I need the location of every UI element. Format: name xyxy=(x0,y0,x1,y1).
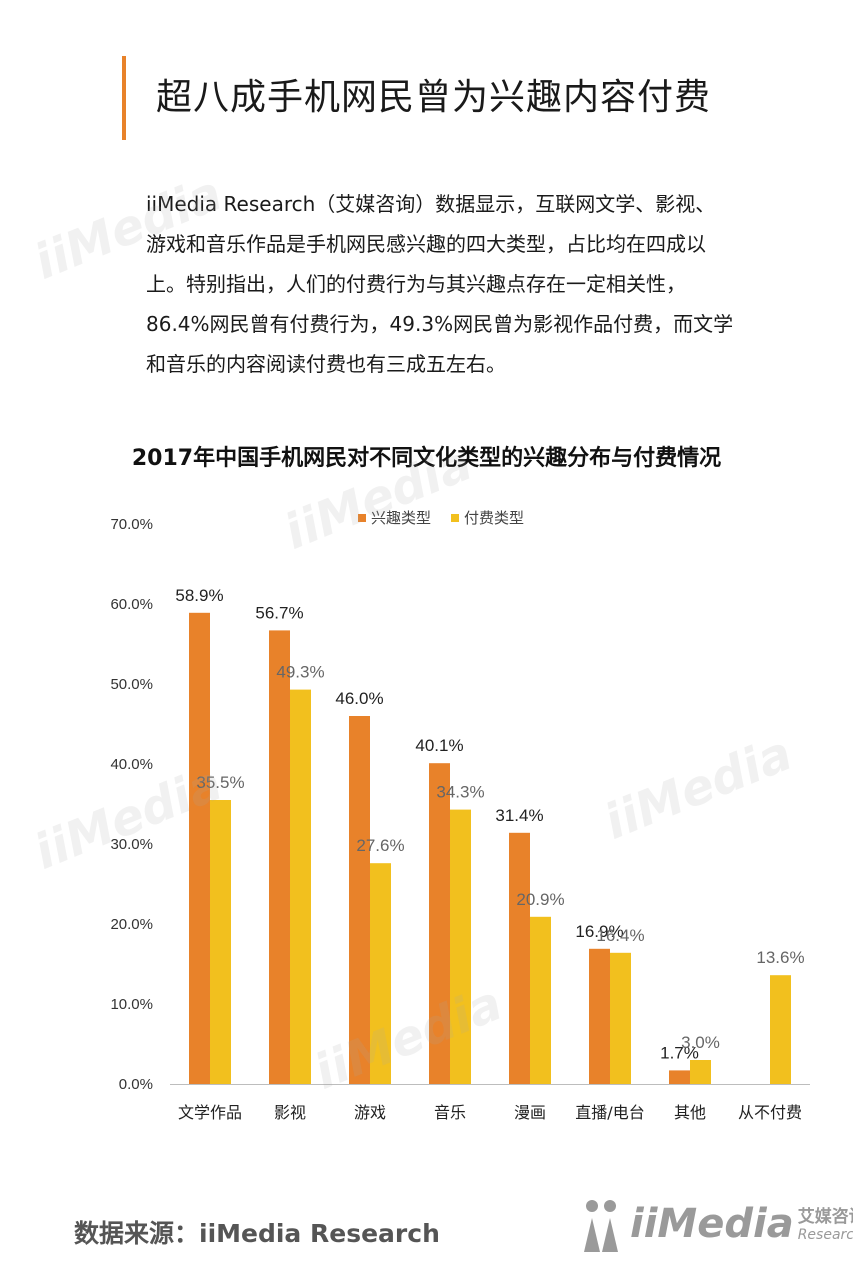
x-tick-label: 从不付费 xyxy=(738,1103,802,1122)
y-tick-label: 60.0% xyxy=(110,596,153,613)
bar-interest xyxy=(189,612,210,1084)
logo-word: iiMedia xyxy=(630,1201,794,1247)
data-label: 49.3% xyxy=(276,663,324,682)
bar-paid xyxy=(210,800,231,1084)
bar-paid xyxy=(370,863,391,1084)
data-label: 46.0% xyxy=(335,689,383,708)
logo-en: Research xyxy=(797,1227,853,1243)
bar-interest xyxy=(589,948,610,1084)
x-tick-label: 直播/电台 xyxy=(575,1103,644,1122)
data-label: 56.7% xyxy=(255,603,303,622)
bar-interest xyxy=(349,716,370,1084)
bar-interest xyxy=(429,763,450,1084)
y-tick-label: 0.0% xyxy=(119,1076,153,1093)
data-label: 58.9% xyxy=(175,586,223,605)
legend-label-interest: 兴趣类型 xyxy=(371,509,432,527)
intro-line: 86.4%网民曾有付费行为，49.3%网民曾为影视作品付费，而文学 xyxy=(146,312,734,336)
chart-legend: 兴趣类型 付费类型 xyxy=(358,507,538,528)
y-tick-label: 20.0% xyxy=(110,916,153,933)
x-tick-label: 文学作品 xyxy=(178,1103,242,1122)
data-label: 40.1% xyxy=(415,736,463,755)
bar-chart: 0.0% 10.0% 20.0% 30.0% 40.0% 50.0% 60.0% 70.0% 5… xyxy=(110,516,810,1122)
data-label: 31.4% xyxy=(495,806,543,825)
logo-cn: 艾媒咨询 xyxy=(797,1207,853,1227)
bar-paid xyxy=(610,952,631,1084)
bar-paid xyxy=(770,975,791,1084)
page-title: 超八成手机网民曾为兴趣内容付费 xyxy=(156,77,712,118)
data-label: 27.6% xyxy=(356,836,404,855)
intro-line: 游戏和音乐作品是手机网民感兴趣的四大类型，占比均在四成以 xyxy=(146,232,706,256)
data-label: 20.9% xyxy=(516,890,564,909)
bar-interest xyxy=(269,630,290,1084)
y-tick-label: 10.0% xyxy=(110,996,153,1013)
y-tick-label: 70.0% xyxy=(110,516,153,533)
data-label: 1.7% xyxy=(660,1043,699,1062)
bar-paid xyxy=(690,1060,711,1084)
data-source: 数据来源：iiMedia Research xyxy=(74,1219,440,1248)
bar-paid xyxy=(530,916,551,1084)
legend-label-paid: 付费类型 xyxy=(464,509,525,527)
chart-title: 2017年中国手机网民对不同文化类型的兴趣分布与付费情况 xyxy=(131,446,722,471)
x-tick-label: 音乐 xyxy=(434,1103,466,1122)
bar-interest xyxy=(509,832,530,1084)
x-tick-label: 影视 xyxy=(274,1103,306,1122)
data-label: 34.3% xyxy=(436,783,484,802)
intro-line: 和音乐的内容阅读付费也有三成五左右。 xyxy=(146,352,506,376)
legend-swatch-interest xyxy=(358,513,366,522)
data-label: 16.9% xyxy=(575,922,623,941)
intro-line: 上。特别指出，人们的付费行为与其兴趣点存在一定相关性， xyxy=(146,272,686,296)
brand-logo: iiMedia 艾媒咨询 Research xyxy=(582,1198,853,1252)
bar-paid xyxy=(450,809,471,1084)
x-tick-label: 漫画 xyxy=(514,1103,546,1122)
y-tick-label: 50.0% xyxy=(110,676,153,693)
intro-paragraph: iiMedia Research（艾媒咨询）数据显示，互联网文学、影视、 游戏和… xyxy=(146,184,786,384)
bar-paid xyxy=(290,689,311,1084)
legend-item-interest: 兴趣类型 xyxy=(358,507,431,528)
y-tick-label: 30.0% xyxy=(110,836,153,853)
bar-interest xyxy=(669,1070,690,1084)
legend-item-paid: 付费类型 xyxy=(451,507,524,528)
data-label: 3.0% xyxy=(681,1033,720,1052)
y-tick-label: 40.0% xyxy=(110,756,153,773)
logo-mark-icon xyxy=(584,1200,618,1252)
data-label: 16.4% xyxy=(596,926,644,945)
legend-swatch-paid xyxy=(451,513,460,522)
data-label: 35.5% xyxy=(196,773,244,792)
x-tick-label: 游戏 xyxy=(354,1103,386,1122)
title-accent-bar xyxy=(122,56,126,140)
x-tick-label: 其他 xyxy=(674,1103,706,1122)
data-label: 13.6% xyxy=(756,948,804,967)
intro-line: iiMedia Research（艾媒咨询）数据显示，互联网文学、影视、 xyxy=(146,192,716,216)
